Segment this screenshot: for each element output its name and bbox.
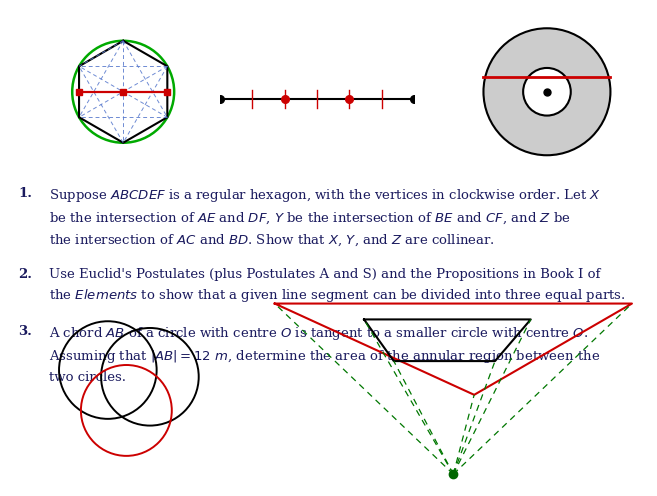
Text: 3.: 3. <box>18 325 32 338</box>
Text: A chord $AB$ of a circle with centre $O$ is tangent to a smaller circle with cen: A chord $AB$ of a circle with centre $O$… <box>49 325 600 384</box>
Text: Use Euclid's Postulates (plus Postulates A and S) and the Propositions in Book I: Use Euclid's Postulates (plus Postulates… <box>49 268 626 305</box>
Circle shape <box>523 68 571 116</box>
Circle shape <box>484 28 610 155</box>
Text: 2.: 2. <box>18 268 32 281</box>
Text: Suppose $ABCDEF$ is a regular hexagon, with the vertices in clockwise order. Let: Suppose $ABCDEF$ is a regular hexagon, w… <box>49 187 601 248</box>
Text: 1.: 1. <box>18 187 32 200</box>
